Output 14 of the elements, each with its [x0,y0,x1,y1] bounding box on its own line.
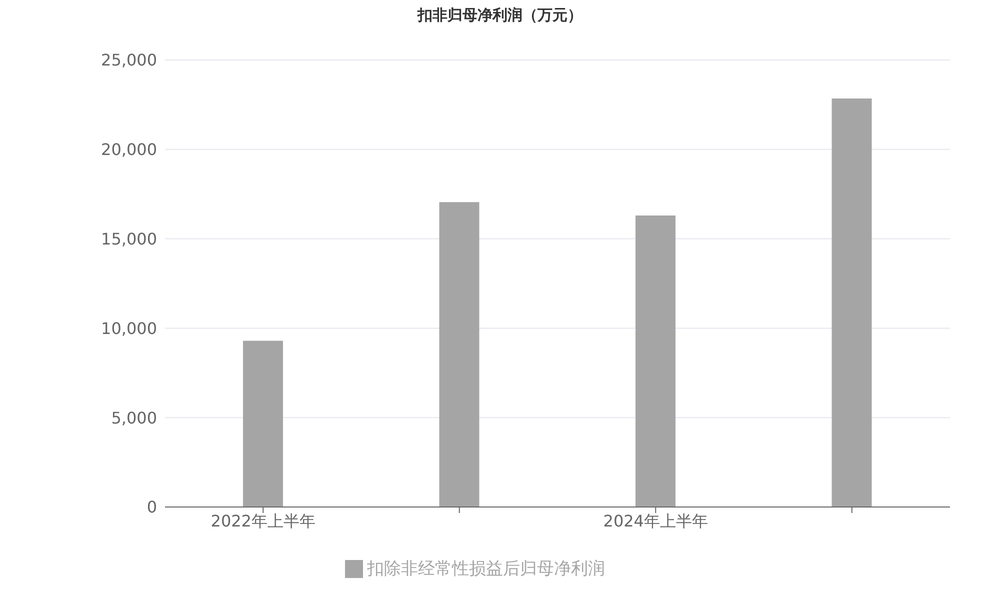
bar [832,98,872,507]
y-tick-label: 5,000 [111,408,157,428]
x-tick-label: 2022年上半年 [210,511,316,530]
x-tick-label: 2024年上半年 [603,511,708,530]
bar [439,202,480,507]
y-tick-label: 0 [146,498,157,517]
bar [636,216,676,507]
y-tick-label: 20,000 [101,140,157,160]
legend-label: 扣除非经常性损益后归母净利润 [367,559,605,579]
y-tick-label: 10,000 [101,318,157,338]
chart-title: 扣非归母净利润（万元） [416,6,584,25]
y-tick-label: 25,000 [101,50,157,70]
bar [243,340,283,507]
y-tick-label: 15,000 [101,229,157,248]
